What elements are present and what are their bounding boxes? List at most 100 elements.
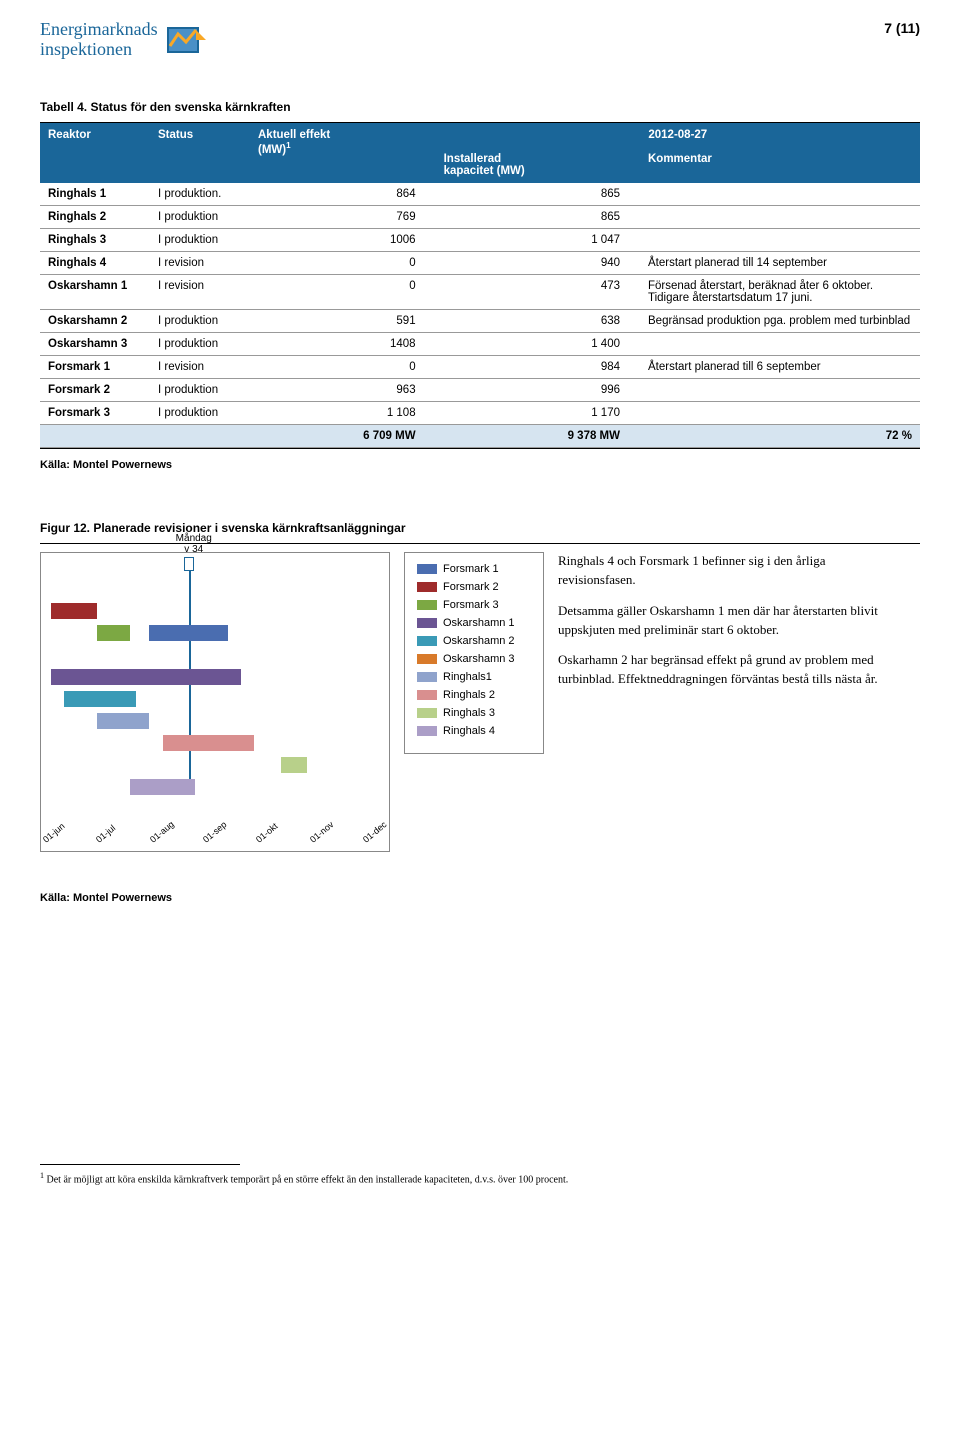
status-table: ReaktorStatusAktuell effekt(MW)12012-08-… — [40, 123, 920, 448]
col-status: Status — [150, 123, 250, 183]
side-p3: Oskarhamn 2 har begränsad effekt på grun… — [558, 651, 878, 689]
x-tick: 01-dec — [361, 819, 389, 844]
table-row: Ringhals 1I produktion.864865 — [40, 183, 920, 206]
cell-installed: 984 — [436, 356, 640, 379]
logo-text: Energimarknads inspektionen — [40, 20, 158, 60]
legend-item: Forsmark 1 — [417, 563, 531, 575]
cell-actual: 0 — [250, 252, 436, 275]
total-installed: 9 378 MW — [436, 425, 640, 448]
legend-swatch — [417, 564, 437, 574]
cell-reactor: Ringhals 4 — [40, 252, 150, 275]
footnote: 1 Det är möjligt att köra enskilda kärnk… — [40, 1171, 920, 1185]
cell-comment — [640, 402, 920, 425]
legend-swatch — [417, 600, 437, 610]
footnote-separator — [40, 1164, 240, 1165]
legend-swatch — [417, 636, 437, 646]
cell-status: I revision — [150, 356, 250, 379]
cell-comment: Återstart planerad till 14 september — [640, 252, 920, 275]
table-row: Forsmark 2I produktion963996 — [40, 379, 920, 402]
cell-actual: 1408 — [250, 333, 436, 356]
col-installed: Installeradkapacitet (MW) — [436, 147, 640, 183]
side-p1: Ringhals 4 och Forsmark 1 befinner sig i… — [558, 552, 878, 590]
gantt-bar — [51, 669, 241, 685]
legend: Forsmark 1 Forsmark 2 Forsmark 3 Oskarshamn… — [404, 552, 544, 754]
col-comment: Kommentar — [640, 147, 920, 183]
cell-actual: 591 — [250, 310, 436, 333]
x-tick: 01-jun — [41, 821, 67, 845]
gantt-bar — [64, 691, 136, 707]
legend-item: Oskarshamn 1 — [417, 617, 531, 629]
page-number: 7 (11) — [884, 20, 920, 36]
cell-status: I produktion — [150, 206, 250, 229]
col-date: 2012-08-27 — [436, 123, 920, 147]
cell-actual: 769 — [250, 206, 436, 229]
legend-swatch — [417, 582, 437, 592]
table-row: Ringhals 2I produktion769865 — [40, 206, 920, 229]
total-pct: 72 % — [640, 425, 920, 448]
cell-comment — [640, 229, 920, 252]
legend-item: Forsmark 3 — [417, 599, 531, 611]
legend-item: Forsmark 2 — [417, 581, 531, 593]
source-label-2: Källa: Montel Powernews — [40, 892, 920, 904]
gantt-bar — [163, 735, 255, 751]
cell-actual: 1006 — [250, 229, 436, 252]
legend-label: Oskarshamn 1 — [443, 617, 515, 629]
cell-status: I revision — [150, 252, 250, 275]
source-label: Källa: Montel Powernews — [40, 459, 920, 471]
gantt-chart: Måndagv 34 01-jun01-jul01-aug01-sep01-ok… — [40, 552, 390, 852]
legend-item: Ringhals 4 — [417, 725, 531, 737]
cell-reactor: Oskarshamn 1 — [40, 275, 150, 310]
side-text: Ringhals 4 och Forsmark 1 befinner sig i… — [558, 552, 878, 701]
col-actual: Aktuell effekt(MW)1 — [250, 123, 436, 183]
legend-swatch — [417, 672, 437, 682]
side-p2: Detsamma gäller Oskarshamn 1 men där har… — [558, 602, 878, 640]
cell-reactor: Oskarshamn 2 — [40, 310, 150, 333]
cell-status: I produktion — [150, 333, 250, 356]
cell-comment — [640, 333, 920, 356]
divider — [40, 448, 920, 449]
legend-label: Ringhals 4 — [443, 725, 495, 737]
cell-reactor: Ringhals 3 — [40, 229, 150, 252]
cell-installed: 865 — [436, 206, 640, 229]
cell-reactor: Forsmark 1 — [40, 356, 150, 379]
legend-label: Forsmark 2 — [443, 581, 499, 593]
table-row: Oskarshamn 2I produktion591638Begränsad … — [40, 310, 920, 333]
legend-swatch — [417, 690, 437, 700]
logo-icon — [166, 20, 216, 60]
gantt-bar — [130, 779, 196, 795]
logo: Energimarknads inspektionen — [40, 20, 216, 60]
table-caption: Tabell 4. Status för den svenska kärnkra… — [40, 100, 920, 114]
legend-swatch — [417, 618, 437, 628]
cell-reactor: Ringhals 2 — [40, 206, 150, 229]
logo-line2: inspektionen — [40, 39, 132, 59]
legend-item: Oskarshamn 2 — [417, 635, 531, 647]
cell-comment — [640, 379, 920, 402]
legend-item: Oskarshamn 3 — [417, 653, 531, 665]
cell-installed: 473 — [436, 275, 640, 310]
x-tick: 01-okt — [254, 821, 280, 845]
gantt-bar — [281, 757, 307, 773]
legend-item: Ringhals 3 — [417, 707, 531, 719]
legend-swatch — [417, 708, 437, 718]
cell-comment: Begränsad produktion pga. problem med tu… — [640, 310, 920, 333]
legend-label: Ringhals 3 — [443, 707, 495, 719]
x-tick: 01-jul — [94, 823, 117, 845]
x-tick: 01-nov — [308, 819, 336, 844]
gantt-bar — [51, 603, 97, 619]
legend-swatch — [417, 654, 437, 664]
cell-comment — [640, 183, 920, 206]
cell-reactor: Ringhals 1 — [40, 183, 150, 206]
cell-status: I produktion — [150, 379, 250, 402]
cell-reactor: Forsmark 3 — [40, 402, 150, 425]
legend-label: Oskarshamn 2 — [443, 635, 515, 647]
cell-actual: 1 108 — [250, 402, 436, 425]
legend-swatch — [417, 726, 437, 736]
cell-comment: Återstart planerad till 6 september — [640, 356, 920, 379]
cell-installed: 1 047 — [436, 229, 640, 252]
table-row: Ringhals 3I produktion10061 047 — [40, 229, 920, 252]
table-row: Ringhals 4I revision0940Återstart planer… — [40, 252, 920, 275]
gantt-bar — [97, 625, 130, 641]
col-reactor: Reaktor — [40, 123, 150, 183]
cell-actual: 864 — [250, 183, 436, 206]
cell-comment — [640, 206, 920, 229]
